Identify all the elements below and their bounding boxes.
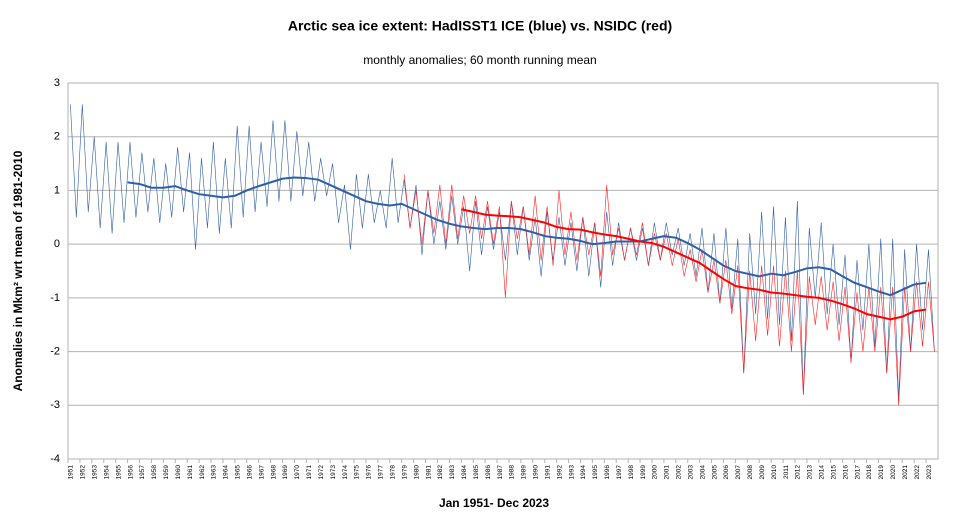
x-tick-label: 1991 bbox=[544, 465, 551, 480]
y-tick-label: 3 bbox=[54, 77, 60, 89]
x-tick-label: 1970 bbox=[294, 465, 301, 480]
x-tick-label: 1996 bbox=[604, 465, 611, 480]
x-tick-label: 1990 bbox=[533, 465, 540, 480]
y-tick-label: 1 bbox=[54, 184, 60, 196]
x-tick-label: 1959 bbox=[163, 465, 170, 480]
x-tick-label: 1965 bbox=[235, 465, 242, 480]
series-line bbox=[70, 104, 935, 401]
x-tick-label: 1961 bbox=[187, 465, 194, 480]
series-line bbox=[403, 174, 935, 406]
series-line bbox=[461, 208, 927, 321]
x-tick-label: 1963 bbox=[211, 465, 218, 480]
x-tick-label: 1995 bbox=[592, 465, 599, 480]
x-tick-label: 2005 bbox=[711, 465, 718, 480]
x-tick-label: 1973 bbox=[330, 465, 337, 480]
x-tick-label: 2004 bbox=[699, 465, 706, 480]
x-tick-label: 1987 bbox=[497, 465, 504, 480]
chart-title: Arctic sea ice extent: HadISST1 ICE (blu… bbox=[288, 18, 672, 34]
y-tick-label: -4 bbox=[50, 453, 60, 465]
x-tick-label: 1980 bbox=[413, 465, 420, 480]
x-tick-label: 1974 bbox=[342, 465, 349, 480]
x-tick-label: 1997 bbox=[616, 465, 623, 480]
x-tick-label: 2021 bbox=[902, 465, 909, 480]
chart-subtitle: monthly anomalies; 60 month running mean bbox=[363, 53, 596, 67]
x-tick-label: 2013 bbox=[807, 465, 814, 480]
x-tick-label: 1983 bbox=[449, 465, 456, 480]
x-tick-label: 1993 bbox=[568, 465, 575, 480]
x-tick-label: 1977 bbox=[378, 465, 385, 480]
x-tick-label: 1978 bbox=[389, 465, 396, 480]
x-tick-label: 1964 bbox=[223, 465, 230, 480]
x-tick-label: 1985 bbox=[473, 465, 480, 480]
x-axis-title: Jan 1951- Dec 2023 bbox=[439, 496, 549, 510]
x-tick-label: 1956 bbox=[127, 465, 134, 480]
y-axis-title: Anomalies in Mkm² wrt mean of 1981-2010 bbox=[11, 150, 25, 391]
x-tick-label: 2022 bbox=[914, 465, 921, 480]
x-tick-label: 1960 bbox=[175, 465, 182, 480]
x-tick-label: 1999 bbox=[640, 465, 647, 480]
x-tick-label: 2006 bbox=[723, 465, 730, 480]
x-tick-label: 1998 bbox=[628, 465, 635, 480]
x-tick-label: 2014 bbox=[819, 465, 826, 480]
x-tick-label: 1976 bbox=[366, 465, 373, 480]
x-tick-label: 2002 bbox=[676, 465, 683, 480]
x-tick-label: 1953 bbox=[92, 465, 99, 480]
x-tick-label: 1979 bbox=[401, 465, 408, 480]
x-tick-label: 2001 bbox=[664, 465, 671, 480]
x-tick-label: 2015 bbox=[830, 465, 837, 480]
x-tick-label: 2012 bbox=[795, 465, 802, 480]
x-tick-label: 2008 bbox=[747, 465, 754, 480]
x-tick-label: 1958 bbox=[151, 465, 158, 480]
x-tick-label: 1969 bbox=[282, 465, 289, 480]
x-tick-label: 1966 bbox=[246, 465, 253, 480]
x-tick-label: 1957 bbox=[139, 465, 146, 480]
x-tick-label: 2011 bbox=[783, 465, 790, 479]
x-tick-label: 1952 bbox=[80, 465, 87, 480]
x-tick-label: 2009 bbox=[759, 465, 766, 480]
x-tick-label: 1954 bbox=[103, 465, 110, 480]
x-tick-label: 1989 bbox=[521, 465, 528, 480]
x-tick-label: 1972 bbox=[318, 465, 325, 480]
x-tick-label: 2010 bbox=[771, 465, 778, 480]
x-tick-label: 1968 bbox=[270, 465, 277, 480]
x-tick-label: 2018 bbox=[866, 465, 873, 480]
x-tick-label: 1955 bbox=[115, 465, 122, 480]
x-tick-label: 1988 bbox=[509, 465, 516, 480]
x-tick-label: 1975 bbox=[354, 465, 361, 480]
x-tick-label: 2016 bbox=[842, 465, 849, 480]
y-tick-label: -3 bbox=[50, 399, 60, 411]
x-tick-label: 1962 bbox=[199, 465, 206, 480]
x-tick-label: 2017 bbox=[854, 465, 861, 480]
y-tick-label: 0 bbox=[54, 238, 60, 250]
x-tick-label: 1986 bbox=[485, 465, 492, 480]
x-tick-label: 2003 bbox=[687, 465, 694, 480]
x-tick-label: 1971 bbox=[306, 465, 313, 480]
x-tick-label: 1951 bbox=[68, 465, 75, 480]
x-tick-label: 2023 bbox=[926, 465, 933, 480]
x-tick-label: 2007 bbox=[735, 465, 742, 480]
series-line bbox=[127, 176, 927, 297]
x-tick-label: 2020 bbox=[890, 465, 897, 480]
x-tick-label: 2000 bbox=[652, 465, 659, 480]
x-tick-label: 1967 bbox=[258, 465, 265, 480]
y-tick-label: 2 bbox=[54, 131, 60, 143]
x-tick-label: 1992 bbox=[556, 465, 563, 480]
x-tick-label: 1984 bbox=[461, 465, 468, 480]
x-tick-label: 1981 bbox=[425, 465, 432, 480]
x-tick-label: 2019 bbox=[878, 465, 885, 480]
x-tick-label: 1994 bbox=[580, 465, 587, 480]
y-tick-label: -2 bbox=[50, 345, 60, 357]
y-tick-label: -1 bbox=[50, 292, 60, 304]
x-tick-label: 1982 bbox=[437, 465, 444, 480]
